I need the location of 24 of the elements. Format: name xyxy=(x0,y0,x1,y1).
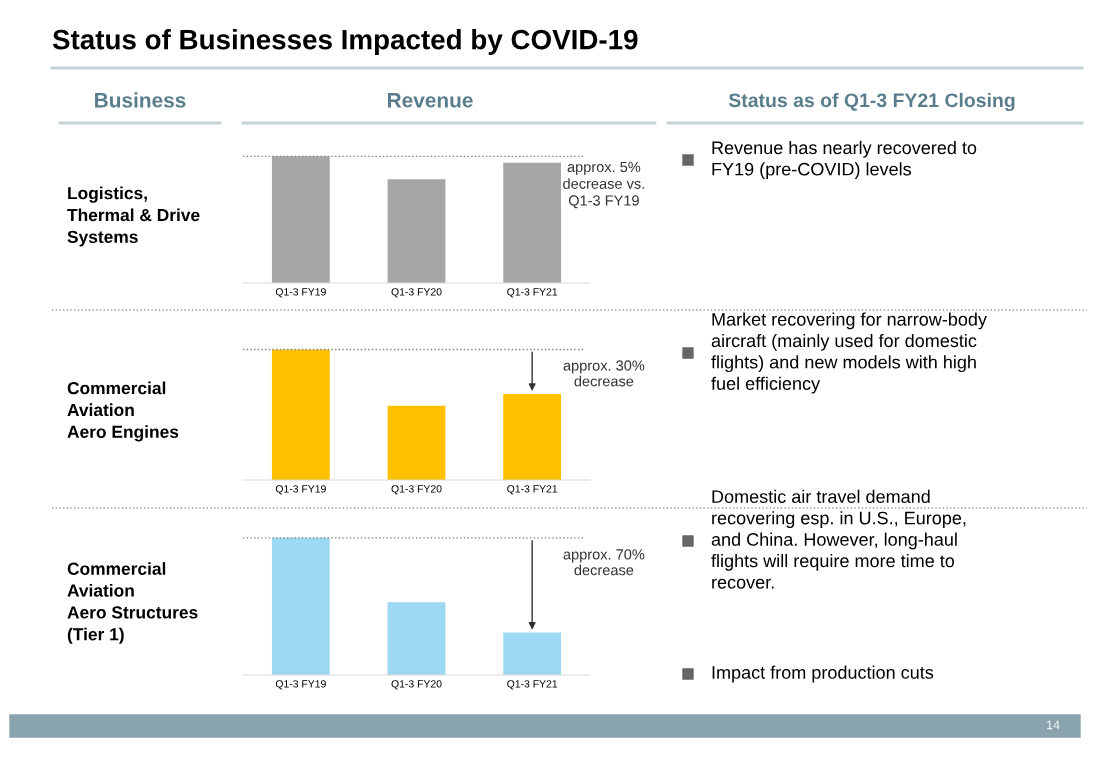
x-tick-label: Q1-3 FY19 xyxy=(275,680,326,690)
x-tick-label: Q1-3 FY19 xyxy=(275,485,326,495)
text: Business xyxy=(95,92,186,108)
text: Commercial Aviation Aero Structures (Tier 1) xyxy=(67,562,198,644)
text: Commercial Aviation Aero Engines xyxy=(67,381,179,442)
x-tick-label: Q1-3 FY19 xyxy=(275,288,326,298)
text: Status of Businesses Impacted by COVID-19 xyxy=(52,29,638,55)
text: Status as of Q1-3 FY21 Closing xyxy=(728,92,1015,112)
annotation: approx. 30% decrease xyxy=(563,360,645,387)
x-tick-label: Q1-3 FY20 xyxy=(391,288,442,298)
annotation: approx. 70% decrease xyxy=(563,549,645,576)
x-tick-label: Q1-3 FY21 xyxy=(507,485,558,495)
x-tick-label: Q1-3 FY20 xyxy=(391,680,442,690)
x-tick-label: Q1-3 FY21 xyxy=(507,288,558,298)
text: 14 xyxy=(1047,720,1060,730)
text: Domestic air travel demand recovering esp. in U.S., Europe, and China. However, long-haul flights will require more time to recover. xyxy=(711,489,966,589)
text: Logistics, Thermal & Drive Systems xyxy=(67,186,200,247)
text: Revenue has nearly recovered to FY19 (pre-COVID) levels xyxy=(712,140,977,180)
annotation: approx. 5% decrease vs. Q1-3 FY19 xyxy=(563,161,644,209)
x-tick-label: Q1-3 FY21 xyxy=(507,680,558,690)
text: Market recovering for narrow-body aircraft (mainly used for domestic flights) and new models with high fuel efficiency xyxy=(711,312,987,394)
text: Revenue xyxy=(387,93,473,108)
text: Impact from production cuts xyxy=(712,665,934,683)
x-tick-label: Q1-3 FY20 xyxy=(391,485,442,495)
